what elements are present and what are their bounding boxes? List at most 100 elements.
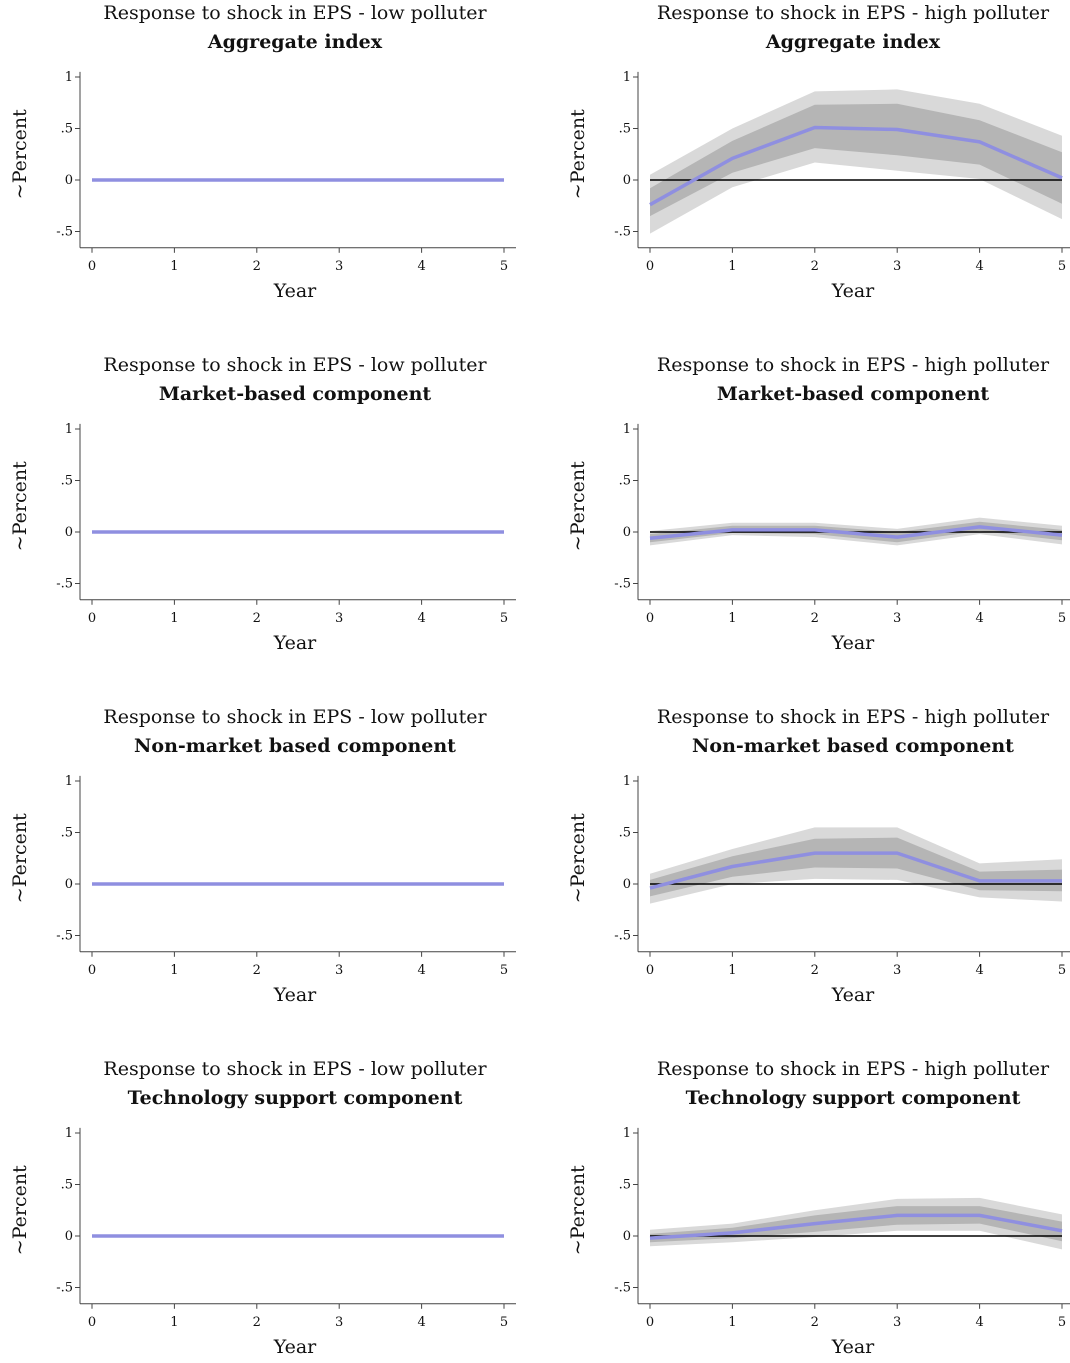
y-tick-label: 0 bbox=[65, 173, 73, 188]
x-tick-label: 1 bbox=[728, 259, 736, 274]
y-tick-label: -.5 bbox=[614, 1281, 631, 1296]
y-tick-label: -.5 bbox=[614, 225, 631, 240]
x-tick-label: 4 bbox=[975, 611, 983, 626]
y-axis-label: ~Percent bbox=[567, 813, 589, 903]
x-tick-label: 2 bbox=[253, 611, 261, 626]
x-tick-label: 3 bbox=[893, 611, 901, 626]
chart-subtitle: Technology support component bbox=[686, 1087, 1021, 1109]
x-tick-label: 1 bbox=[170, 1315, 178, 1330]
x-tick-label: 3 bbox=[335, 963, 343, 978]
y-tick-label: 0 bbox=[65, 525, 73, 540]
y-axis-label: ~Percent bbox=[9, 109, 31, 199]
ci-band-68 bbox=[650, 837, 1062, 897]
x-tick-label: 4 bbox=[975, 1315, 983, 1330]
y-tick-label: .5 bbox=[619, 1178, 631, 1193]
chart-title: Response to shock in EPS - low polluter bbox=[103, 706, 487, 728]
y-tick-label: .5 bbox=[61, 474, 73, 489]
x-tick-label: 5 bbox=[500, 1315, 508, 1330]
response-line bbox=[649, 525, 1063, 540]
y-tick-label: 1 bbox=[623, 1126, 631, 1141]
y-axis-label: ~Percent bbox=[9, 461, 31, 551]
x-tick-label: 4 bbox=[975, 963, 983, 978]
y-tick-label: -.5 bbox=[56, 929, 73, 944]
x-tick-label: 0 bbox=[646, 611, 654, 626]
y-tick-label: -.5 bbox=[56, 577, 73, 592]
y-tick-label: .5 bbox=[61, 122, 73, 137]
x-axis-label: Year bbox=[831, 984, 875, 1006]
x-tick-label: 5 bbox=[1058, 963, 1066, 978]
x-tick-label: 0 bbox=[88, 1315, 96, 1330]
y-tick-label: 0 bbox=[623, 173, 631, 188]
chart-subtitle: Non-market based component bbox=[134, 735, 456, 757]
y-tick-label: 0 bbox=[623, 525, 631, 540]
y-tick-label: -.5 bbox=[56, 225, 73, 240]
chart-panel-2: Response to shock in EPS - high polluter… bbox=[567, 2, 1070, 302]
x-tick-label: 4 bbox=[417, 963, 425, 978]
x-tick-label: 0 bbox=[88, 259, 96, 274]
x-tick-label: 5 bbox=[500, 611, 508, 626]
x-tick-label: 5 bbox=[500, 259, 508, 274]
x-tick-label: 5 bbox=[1058, 611, 1066, 626]
chart-panel-5: Response to shock in EPS - low polluter N… bbox=[9, 706, 516, 1006]
y-tick-label: 1 bbox=[623, 70, 631, 85]
x-tick-label: 3 bbox=[335, 259, 343, 274]
y-axis-label: ~Percent bbox=[9, 813, 31, 903]
x-tick-label: 3 bbox=[893, 259, 901, 274]
chart-panel-6: Response to shock in EPS - high polluter… bbox=[567, 706, 1070, 1006]
y-tick-label: -.5 bbox=[614, 577, 631, 592]
chart-panel-8: Response to shock in EPS - high polluter… bbox=[567, 1058, 1070, 1358]
y-tick-label: 0 bbox=[623, 877, 631, 892]
chart-subtitle: Aggregate index bbox=[765, 31, 941, 53]
x-axis-label: Year bbox=[831, 280, 875, 302]
y-tick-label: .5 bbox=[619, 474, 631, 489]
y-tick-label: .5 bbox=[61, 826, 73, 841]
chart-title: Response to shock in EPS - high polluter bbox=[657, 1058, 1050, 1080]
x-tick-label: 1 bbox=[170, 259, 178, 274]
y-tick-label: -.5 bbox=[614, 929, 631, 944]
y-axis-label: ~Percent bbox=[9, 1165, 31, 1255]
chart-panel-7: Response to shock in EPS - low polluter T… bbox=[9, 1058, 516, 1358]
chart-title: Response to shock in EPS - high polluter bbox=[657, 706, 1050, 728]
chart-subtitle: Aggregate index bbox=[207, 31, 383, 53]
x-tick-label: 2 bbox=[253, 963, 261, 978]
x-tick-label: 5 bbox=[1058, 259, 1066, 274]
x-tick-label: 0 bbox=[88, 963, 96, 978]
y-tick-label: -.5 bbox=[56, 1281, 73, 1296]
y-tick-label: 1 bbox=[65, 774, 73, 789]
x-tick-label: 0 bbox=[88, 611, 96, 626]
y-tick-label: 1 bbox=[65, 1126, 73, 1141]
y-axis-label: ~Percent bbox=[567, 1165, 589, 1255]
x-axis-label: Year bbox=[273, 632, 317, 654]
y-axis-label: ~Percent bbox=[567, 461, 589, 551]
ci-band-68 bbox=[650, 103, 1062, 217]
y-tick-label: .5 bbox=[619, 122, 631, 137]
chart-panel-3: Response to shock in EPS - low polluter M… bbox=[9, 354, 516, 654]
x-tick-label: 0 bbox=[646, 963, 654, 978]
chart-subtitle: Technology support component bbox=[128, 1087, 463, 1109]
chart-subtitle: Non-market based component bbox=[692, 735, 1014, 757]
x-tick-label: 1 bbox=[170, 963, 178, 978]
x-tick-label: 2 bbox=[811, 259, 819, 274]
x-axis-label: Year bbox=[831, 632, 875, 654]
x-tick-label: 2 bbox=[253, 259, 261, 274]
response-line bbox=[649, 1213, 1063, 1240]
x-axis-label: Year bbox=[273, 1336, 317, 1358]
y-tick-label: 1 bbox=[65, 422, 73, 437]
chart-subtitle: Market-based component bbox=[717, 383, 990, 405]
y-tick-label: 0 bbox=[65, 877, 73, 892]
chart-title: Response to shock in EPS - low polluter bbox=[103, 354, 487, 376]
y-tick-label: 1 bbox=[623, 774, 631, 789]
x-axis-label: Year bbox=[273, 984, 317, 1006]
chart-subtitle: Market-based component bbox=[159, 383, 432, 405]
response-line bbox=[649, 851, 1062, 890]
x-axis-label: Year bbox=[831, 1336, 875, 1358]
x-tick-label: 4 bbox=[417, 1315, 425, 1330]
chart-title: Response to shock in EPS - high polluter bbox=[657, 2, 1050, 24]
x-axis-label: Year bbox=[273, 280, 317, 302]
x-tick-label: 2 bbox=[253, 1315, 261, 1330]
chart-panel-1: Response to shock in EPS - low polluter A… bbox=[9, 2, 516, 302]
chart-title: Response to shock in EPS - low polluter bbox=[103, 1058, 487, 1080]
x-tick-label: 5 bbox=[1058, 1315, 1066, 1330]
x-tick-label: 3 bbox=[893, 1315, 901, 1330]
x-tick-label: 2 bbox=[811, 1315, 819, 1330]
